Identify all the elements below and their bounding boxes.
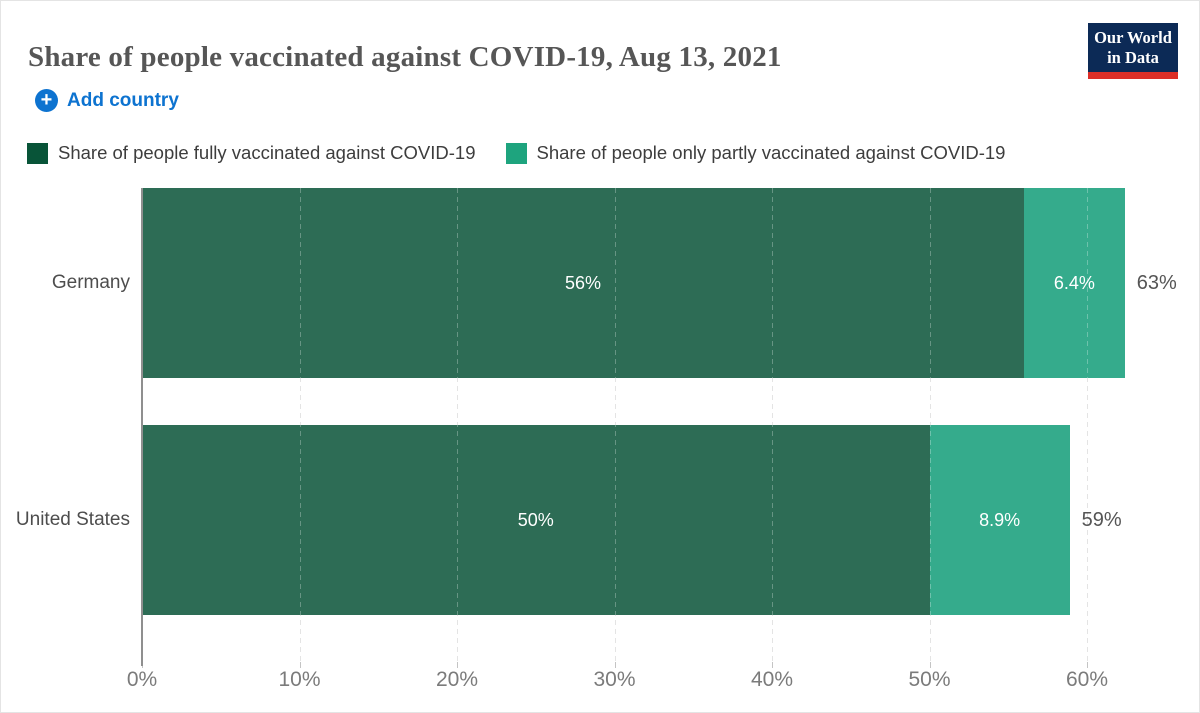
category-label: Germany xyxy=(51,272,130,293)
plus-circle-icon: + xyxy=(35,89,58,112)
bar-segment-partly[interactable]: 6.4% xyxy=(1024,188,1125,378)
legend-label-fully: Share of people fully vaccinated against… xyxy=(58,142,476,163)
bar-segment-partly[interactable]: 8.9% xyxy=(929,425,1070,615)
owid-logo-line2: in Data xyxy=(1107,48,1159,68)
bar-total-label: 63% xyxy=(1136,271,1177,294)
add-country-label: Add country xyxy=(67,89,179,111)
x-axis-tick-label: 30% xyxy=(593,668,636,691)
gridline-overlay xyxy=(299,188,301,662)
page-title: Share of people vaccinated against COVID… xyxy=(28,41,782,74)
axis-tick xyxy=(929,662,931,668)
legend-label-partly: Share of people only partly vaccinated a… xyxy=(536,142,1006,163)
axis-tick xyxy=(457,662,458,668)
category-label: United States xyxy=(15,509,130,530)
gridline-overlay xyxy=(1087,188,1088,662)
gridline-overlay xyxy=(457,188,458,662)
x-axis-tick-label: 0% xyxy=(126,668,158,691)
x-axis-tick-label: 50% xyxy=(908,668,951,691)
gridline-overlay xyxy=(772,188,773,662)
x-axis-tick-label: 20% xyxy=(435,668,479,691)
gridline xyxy=(1087,188,1088,662)
legend-swatch-partly xyxy=(505,142,527,164)
owid-logo[interactable]: Our World in Data xyxy=(1088,23,1178,80)
bar-chart: 0% 10% 20% 30% 40% 50% 60% 56% 6.4% 63% Germany 50%… xyxy=(0,188,1200,713)
x-axis-tick-label: 60% xyxy=(1065,668,1109,691)
bar-segment-fully[interactable]: 50% xyxy=(142,425,930,615)
y-axis-line xyxy=(141,188,143,666)
bar-value-label: 50% xyxy=(517,509,554,530)
legend-swatch-fully xyxy=(27,142,48,164)
bar-value-label: 6.4% xyxy=(1053,272,1095,293)
bar-value-label: 56% xyxy=(564,272,602,293)
axis-tick xyxy=(614,662,616,668)
legend: Share of people fully vaccinated against… xyxy=(27,142,1005,164)
gridline-overlay xyxy=(614,188,616,662)
axis-tick xyxy=(299,662,301,668)
axis-tick xyxy=(772,662,773,668)
bar-total-label: 59% xyxy=(1081,508,1122,531)
x-axis-tick-label: 10% xyxy=(278,668,321,691)
axis-tick xyxy=(1087,662,1088,668)
owid-logo-line1: Our World xyxy=(1094,28,1172,47)
bar-segment-fully[interactable]: 56% xyxy=(142,188,1024,378)
add-country-button[interactable]: + Add country xyxy=(35,89,179,112)
legend-item-partly[interactable]: Share of people only partly vaccinated a… xyxy=(505,142,1006,164)
x-axis-tick-label: 40% xyxy=(750,668,794,691)
gridline-overlay xyxy=(929,188,931,662)
bar-value-label: 8.9% xyxy=(979,509,1021,530)
owid-logo-accent-bar xyxy=(1088,72,1178,80)
legend-item-fully[interactable]: Share of people fully vaccinated against… xyxy=(27,142,476,164)
